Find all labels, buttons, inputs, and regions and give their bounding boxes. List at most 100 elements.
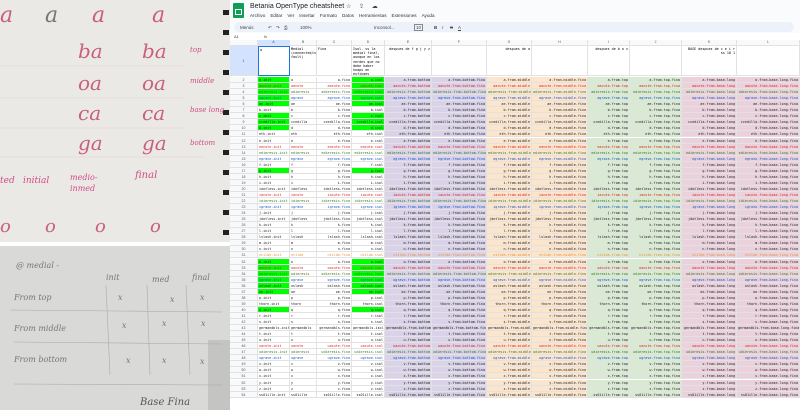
row-header-34[interactable]: 34	[230, 270, 258, 277]
table-cell[interactable]: y.from.middle	[487, 379, 532, 386]
table-cell[interactable]: ccedilla	[290, 119, 317, 126]
table-cell[interactable]: q.from.top	[588, 306, 630, 313]
table-cell[interactable]: jdotless.isol	[352, 216, 385, 223]
table-cell[interactable]: idotless.from.bottom	[385, 185, 432, 192]
row-header-9[interactable]: 9	[230, 119, 258, 126]
table-cell[interactable]: w.from.middle.fina	[532, 367, 588, 374]
table-cell[interactable]: idotless.fina	[317, 185, 352, 192]
table-cell[interactable]: eacute.isol	[352, 143, 385, 150]
table-cell[interactable]: agrave.from.bottom.fina	[432, 95, 487, 102]
table-cell[interactable]: q.from.bottom.fina	[432, 306, 487, 313]
table-cell[interactable]: egrave.from.middle	[487, 155, 532, 162]
table-cell[interactable]: ae.from.middle	[487, 101, 532, 108]
table-cell[interactable]: i.from.top	[588, 179, 630, 186]
table-cell[interactable]: v.from.base.long	[682, 361, 737, 368]
table-cell[interactable]: odieresis.from.top	[588, 270, 630, 277]
table-cell[interactable]: z.from.top	[588, 385, 630, 392]
table-cell[interactable]: ccedilla.from.top	[588, 119, 630, 126]
table-cell[interactable]: iacute.from.top.fina	[630, 191, 682, 198]
table-cell[interactable]: idotless.from.bottom.fina	[432, 185, 487, 192]
table-cell[interactable]: ugrave.from.bottom	[385, 355, 432, 362]
row-header-37[interactable]: 37	[230, 288, 258, 295]
table-cell[interactable]: ugrave.from.top	[588, 355, 630, 362]
table-cell[interactable]: idieresis.isol	[352, 198, 385, 205]
table-cell[interactable]: oacute.from.bottom.fina	[432, 264, 487, 271]
table-cell[interactable]: ss01ille.from.base.long	[682, 391, 737, 398]
table-cell[interactable]: y.init	[258, 379, 290, 386]
row-header-24[interactable]: 24	[230, 210, 258, 217]
table-cell[interactable]: i.isol	[352, 179, 385, 186]
select-all-corner[interactable]	[230, 40, 258, 46]
row-header-7[interactable]: 7	[230, 107, 258, 114]
table-cell[interactable]: i.from.bottom	[385, 179, 432, 186]
table-cell[interactable]: b.from.base.long	[682, 107, 737, 114]
table-cell[interactable]: ograve.init	[258, 276, 290, 283]
table-cell[interactable]: k.from.top	[588, 222, 630, 229]
row-header-45[interactable]: 45	[230, 337, 258, 344]
table-cell[interactable]: s.from.bottom	[385, 319, 432, 326]
table-cell[interactable]: x.from.bottom.fina	[432, 373, 487, 380]
table-cell[interactable]: ss01ille.init	[258, 391, 290, 398]
table-cell[interactable]: f.from.middle.fina	[532, 161, 588, 168]
row-header-5[interactable]: 5	[230, 95, 258, 102]
table-cell[interactable]: adieresis.fina	[317, 89, 352, 96]
table-cell[interactable]: lslash.from.middle.fina	[532, 234, 588, 241]
table-cell[interactable]: n.init	[258, 246, 290, 253]
row-header-23[interactable]: 23	[230, 204, 258, 211]
menu-extensiones[interactable]: Extensiones	[391, 13, 417, 18]
table-cell[interactable]: c.from.bottom.fina	[432, 113, 487, 120]
table-cell[interactable]: igrave.from.top	[588, 204, 630, 211]
table-cell[interactable]: eacute.from.middle	[487, 143, 532, 150]
table-cell[interactable]: ntilde.init	[258, 252, 290, 259]
table-cell[interactable]: y.isol	[352, 379, 385, 386]
table-cell[interactable]: oslash.from.top.fina	[630, 282, 682, 289]
table-cell[interactable]: b.fina	[317, 107, 352, 114]
table-cell[interactable]: s.from.top.fina	[630, 319, 682, 326]
table-cell[interactable]: y.from.top.fina	[630, 379, 682, 386]
table-cell[interactable]: ugrave.from.bottom.fina	[432, 355, 487, 362]
table-cell[interactable]: ntilde.from.middle.fina	[532, 252, 588, 259]
table-cell[interactable]: m.from.bottom	[385, 240, 432, 247]
row-header-40[interactable]: 40	[230, 306, 258, 313]
table-cell[interactable]: y.fina	[317, 379, 352, 386]
row-header-22[interactable]: 22	[230, 198, 258, 205]
table-cell[interactable]: m	[290, 240, 317, 247]
table-cell[interactable]: y.from.base.long	[682, 379, 737, 386]
table-cell[interactable]: q.init	[258, 306, 290, 313]
table-cell[interactable]: o.from.base.long	[682, 258, 737, 265]
header-cell-C[interactable]: Fina	[317, 46, 352, 76]
table-cell[interactable]: f.from.top	[588, 161, 630, 168]
table-cell[interactable]: j.from.bottom	[385, 210, 432, 217]
header-cell-I[interactable]: despues de b o v	[588, 46, 630, 76]
table-cell[interactable]: i.from.middle.fina	[532, 179, 588, 186]
table-cell[interactable]: h.from.middle	[487, 173, 532, 180]
row-header-26[interactable]: 26	[230, 222, 258, 229]
table-cell[interactable]: egrave.from.bottom.fina	[432, 155, 487, 162]
table-cell[interactable]: z.init	[258, 385, 290, 392]
row-header-3[interactable]: 3	[230, 83, 258, 90]
table-cell[interactable]: h.from.top	[588, 173, 630, 180]
row-header-48[interactable]: 48	[230, 355, 258, 362]
table-cell[interactable]: iacute.init	[258, 191, 290, 198]
row-header-27[interactable]: 27	[230, 228, 258, 235]
table-cell[interactable]: ss01ille.from.base.long.fina	[737, 391, 800, 398]
table-cell[interactable]: ograve.from.base.long	[682, 276, 737, 283]
table-cell[interactable]: x.from.top.fina	[630, 373, 682, 380]
table-cell[interactable]: idieresis.from.bottom	[385, 198, 432, 205]
table-cell[interactable]: n.from.bottom.fina	[432, 246, 487, 253]
table-cell[interactable]: q	[290, 306, 317, 313]
table-cell[interactable]: a.from.bottom	[385, 77, 432, 84]
table-cell[interactable]: egrave.from.base.long	[682, 155, 737, 162]
table-cell[interactable]: ntilde.isol	[352, 252, 385, 259]
table-cell[interactable]: d	[290, 125, 317, 132]
table-cell[interactable]: t.isol	[352, 331, 385, 338]
table-cell[interactable]: edieresis.from.middle	[487, 149, 532, 156]
table-cell[interactable]: egrave.from.top.fina	[630, 155, 682, 162]
table-cell[interactable]: h	[290, 173, 317, 180]
column-header-A[interactable]: A	[258, 40, 290, 46]
table-cell[interactable]: ss01ille.fina	[317, 391, 352, 398]
column-header-D[interactable]: D	[352, 40, 385, 46]
table-cell[interactable]: b.from.top	[588, 107, 630, 114]
table-cell[interactable]: ntilde.from.top	[588, 252, 630, 259]
table-cell[interactable]: udieresis.from.middle	[487, 349, 532, 356]
